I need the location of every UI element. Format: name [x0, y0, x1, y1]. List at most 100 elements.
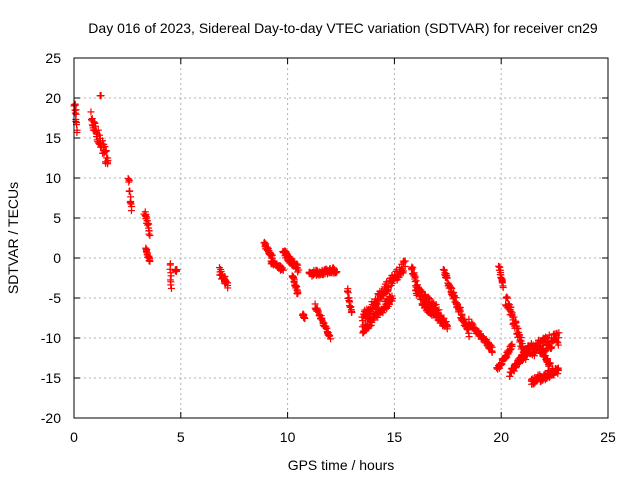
data-point: [362, 311, 370, 319]
data-point: [167, 272, 175, 280]
data-point: [554, 341, 562, 349]
data-point: [92, 122, 100, 130]
data-point: [503, 293, 511, 301]
data-point: [553, 365, 561, 373]
data-point: [398, 268, 406, 276]
data-point: [99, 137, 107, 145]
y-tick-label: 25: [45, 50, 61, 66]
data-point: [422, 298, 430, 306]
data-point: [507, 307, 515, 315]
data-point: [327, 335, 335, 343]
data-point: [504, 294, 512, 302]
plot-frame: [73, 57, 609, 419]
x-tick-label: 25: [600, 429, 616, 445]
data-point: [430, 305, 438, 313]
data-point: [488, 349, 496, 357]
data-point: [374, 313, 382, 321]
data-point: [443, 274, 451, 282]
data-point: [553, 338, 561, 346]
data-point: [523, 352, 531, 360]
data-point: [343, 287, 351, 295]
data-point: [126, 187, 134, 195]
data-point: [517, 334, 525, 342]
data-point: [314, 307, 322, 315]
data-point: [217, 268, 225, 276]
data-point: [145, 230, 153, 238]
data-point: [508, 340, 516, 348]
data-point: [333, 268, 341, 276]
data-point: [87, 108, 95, 116]
data-point: [448, 284, 456, 292]
data-point: [125, 178, 133, 186]
y-tick-label: 15: [45, 130, 61, 146]
data-point: [432, 300, 440, 308]
data-point: [450, 292, 458, 300]
data-point: [95, 131, 103, 139]
data-point: [321, 323, 329, 331]
y-tick-label: -5: [49, 290, 62, 306]
data-point: [388, 294, 396, 302]
data-point: [97, 92, 105, 100]
x-tick-label: 15: [387, 429, 403, 445]
data-point: [73, 126, 81, 134]
grid: [74, 58, 608, 418]
data-point: [522, 356, 530, 364]
y-tick-label: -10: [41, 330, 61, 346]
data-point: [512, 319, 520, 327]
data-point: [465, 315, 473, 323]
data-point: [514, 325, 522, 333]
data-point: [104, 154, 112, 162]
data-points: [70, 92, 563, 388]
data-point: [94, 126, 102, 134]
data-point: [146, 257, 154, 265]
data-point: [412, 277, 420, 285]
data-point: [127, 207, 135, 215]
data-point: [545, 361, 553, 369]
data-point: [72, 115, 80, 123]
data-point: [142, 248, 150, 256]
y-tick-label: -20: [41, 410, 61, 426]
data-point: [499, 283, 507, 291]
data-point: [326, 331, 334, 339]
x-tick-label: 20: [493, 429, 509, 445]
data-point: [444, 322, 452, 330]
data-point: [498, 360, 506, 368]
y-tick-label: 5: [53, 210, 61, 226]
chart-title: Day 016 of 2023, Sidereal Day-to-day VTE…: [88, 20, 598, 36]
data-point: [71, 109, 79, 117]
data-point: [167, 281, 175, 289]
data-point: [399, 267, 407, 275]
data-point: [90, 118, 98, 126]
axis-ticks: [73, 57, 609, 419]
x-axis-label: GPS time / hours: [288, 457, 395, 473]
data-point: [425, 294, 433, 302]
y-tick-labels: -20 -15 -10 -5 0 5 10 15 20 25: [41, 50, 61, 426]
data-point: [173, 266, 181, 274]
data-point: [546, 359, 554, 367]
data-point: [401, 262, 409, 270]
data-point: [395, 273, 403, 281]
data-point: [144, 221, 152, 229]
x-tick-label: 0: [70, 429, 78, 445]
data-point: [439, 265, 447, 273]
data-point: [301, 314, 309, 322]
data-point: [530, 352, 538, 360]
data-point: [279, 266, 287, 274]
data-point: [102, 147, 110, 155]
data-point: [555, 334, 563, 342]
data-point: [295, 266, 303, 274]
data-point: [224, 284, 232, 292]
data-point: [294, 289, 302, 297]
data-point: [508, 309, 516, 317]
y-tick-label: 10: [45, 170, 61, 186]
data-point: [146, 231, 154, 239]
data-point: [507, 341, 515, 349]
y-tick-label: 0: [53, 250, 61, 266]
data-point: [554, 364, 562, 372]
data-point: [283, 249, 291, 257]
data-point: [88, 115, 96, 123]
x-tick-label: 5: [177, 429, 185, 445]
x-tick-labels: 0 5 10 15 20 25: [70, 429, 616, 445]
data-point: [532, 348, 540, 356]
